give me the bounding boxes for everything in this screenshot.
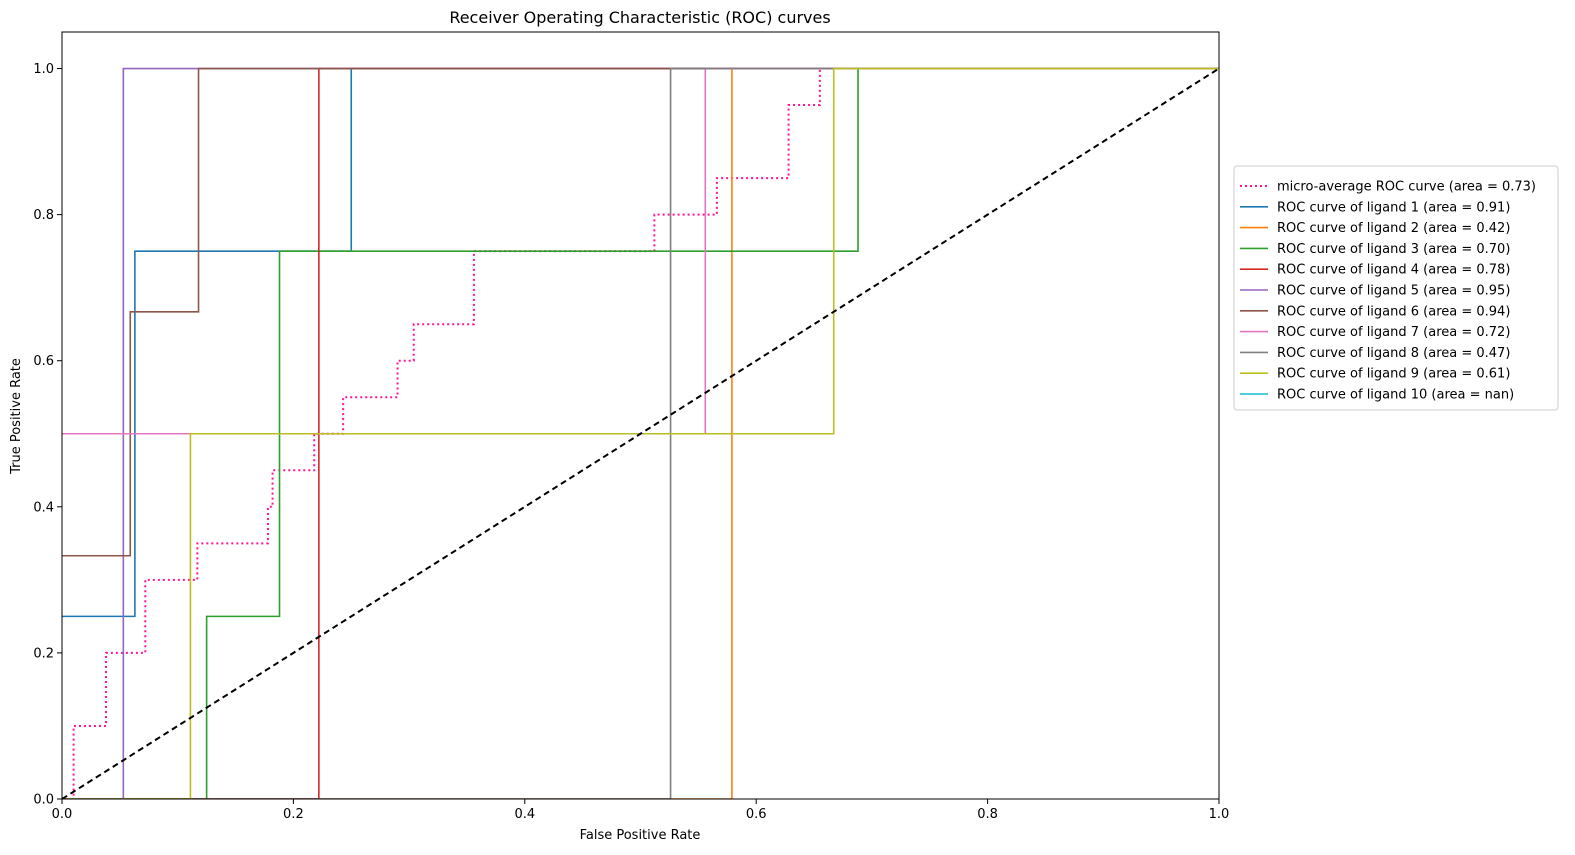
x-tick-label: 0.6 <box>746 807 767 822</box>
x-tick-label: 0.0 <box>52 807 73 822</box>
x-tick-label: 0.2 <box>283 807 304 822</box>
x-tick-label: 0.8 <box>977 807 998 822</box>
y-axis-label: True Positive Rate <box>9 358 24 475</box>
y-axis: 0.0 0.2 0.4 0.6 0.8 1.0 <box>33 62 62 808</box>
legend-label-6: ROC curve of ligand 6 (area = 0.94) <box>1277 304 1510 319</box>
legend-label-9: ROC curve of ligand 9 (area = 0.61) <box>1277 367 1510 382</box>
y-tick-label: 0.6 <box>33 354 54 369</box>
plot-area <box>61 31 1220 800</box>
plot-frame <box>61 31 1220 800</box>
legend-label-2: ROC curve of ligand 2 (area = 0.42) <box>1277 221 1510 236</box>
y-tick-label: 1.0 <box>33 62 54 77</box>
y-tick-label: 0.8 <box>33 208 54 223</box>
chance-reference-line <box>62 67 1219 799</box>
legend: micro-average ROC curve (area = 0.73) ROC… <box>1233 165 1559 411</box>
legend-label-1: ROC curve of ligand 1 (area = 0.91) <box>1277 200 1510 215</box>
legend-label-4: ROC curve of ligand 4 (area = 0.78) <box>1277 263 1510 278</box>
series-layer <box>62 67 1219 799</box>
legend-box <box>1233 165 1559 411</box>
x-axis-label: False Positive Rate <box>580 828 701 843</box>
legend-label-7: ROC curve of ligand 7 (area = 0.72) <box>1277 325 1510 340</box>
y-tick-label: 0.0 <box>33 793 54 808</box>
y-tick-label: 0.4 <box>33 500 54 515</box>
legend-label-0: micro-average ROC curve (area = 0.73) <box>1277 180 1536 195</box>
legend-label-10: ROC curve of ligand 10 (area = nan) <box>1277 388 1514 403</box>
x-tick-label: 1.0 <box>1209 807 1230 822</box>
x-axis: 0.0 0.2 0.4 0.6 0.8 1.0 <box>52 799 1230 822</box>
legend-label-5: ROC curve of ligand 5 (area = 0.95) <box>1277 284 1510 299</box>
x-tick-label: 0.4 <box>514 807 535 822</box>
series-line-6 <box>62 67 1219 557</box>
chart-title: Receiver Operating Characteristic (ROC) … <box>449 8 830 27</box>
legend-label-8: ROC curve of ligand 8 (area = 0.47) <box>1277 346 1510 361</box>
series-line-9 <box>62 67 1219 799</box>
y-tick-label: 0.2 <box>33 646 54 661</box>
legend-label-3: ROC curve of ligand 3 (area = 0.70) <box>1277 242 1510 257</box>
